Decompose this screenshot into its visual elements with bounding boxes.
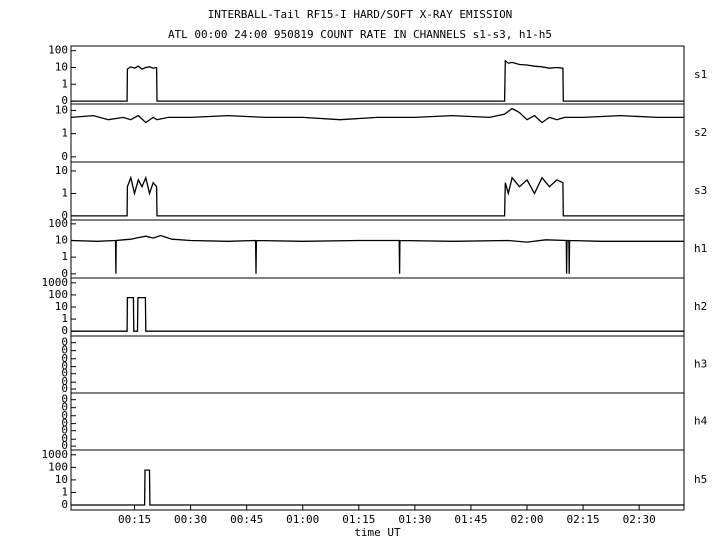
y-tick-label: 1 [61,186,68,199]
y-tick-label: 10 [55,103,68,116]
y-tick-label: 10 [55,60,68,73]
x-tick-label: 02:30 [623,513,656,526]
y-tick-label: 0 [61,324,68,337]
y-tick-label: 0 [61,401,68,414]
y-tick-label: 0 [61,344,68,357]
panel-frame [70,161,685,221]
x-tick-label: 01:00 [286,513,319,526]
data-line [71,469,684,506]
y-tick-label: 0 [61,367,68,380]
panel-label: s2 [694,126,707,139]
panel-frame [70,335,685,394]
x-tick-label: 02:15 [567,513,600,526]
data-line [71,296,684,332]
panel-label: h1 [694,242,707,255]
y-tick-label: 0 [61,352,68,365]
y-tick-label: 10 [55,164,68,177]
panel-frame [70,219,685,279]
y-tick-label: 10 [55,300,68,313]
x-tick-label: 00:45 [230,513,263,526]
chart-title: INTERBALL-Tail RF15-I HARD/SOFT X-RAY EM… [208,8,513,21]
data-line [70,107,684,124]
y-tick-label: 0 [61,498,68,511]
y-tick-label: 1 [61,250,68,263]
data-line [70,234,684,274]
y-tick-label: 10 [55,473,68,486]
y-tick-label: 0 [61,94,68,107]
y-tick-label: 0 [61,150,68,163]
x-tick-label: 01:15 [342,513,375,526]
panel-frame [70,392,685,451]
x-tick-label: 00:15 [118,513,151,526]
data-line [71,59,684,102]
x-tick-label: 00:30 [174,513,207,526]
y-tick-label: 0 [61,417,68,430]
y-tick-label: 0 [61,375,68,388]
y-tick-label: 10 [55,233,68,246]
y-tick-label: 1000 [42,276,69,289]
panel-label: h5 [694,473,707,486]
x-tick-label: 01:45 [454,513,487,526]
y-tick-label: 0 [61,439,68,452]
y-tick-label: 100 [48,44,68,57]
panel-label: s3 [694,184,707,197]
x-tick-label: 01:30 [398,513,431,526]
y-tick-label: 0 [61,209,68,222]
panel-label: h2 [694,300,707,313]
y-tick-label: 1 [61,127,68,140]
y-tick-label: 1 [61,77,68,90]
y-tick-label: 0 [61,267,68,280]
y-tick-label: 0 [61,424,68,437]
panel-label: h4 [694,415,708,428]
panel-frame [70,45,685,105]
chart-subtitle: ATL 00:00 24:00 950819 COUNT RATE IN CHA… [168,28,552,41]
data-line [71,175,684,217]
y-tick-label: 1 [61,485,68,498]
y-tick-label: 0 [61,393,68,406]
panel-label: h3 [694,358,707,371]
y-tick-label: 0 [61,360,68,373]
y-tick-label: 0 [61,336,68,349]
panel-frame [70,103,685,163]
y-tick-label: 100 [48,288,68,301]
x-tick-label: 02:00 [510,513,543,526]
y-tick-label: 0 [61,382,68,395]
y-tick-label: 1000 [42,448,69,461]
panel-frame [70,449,685,511]
y-tick-label: 0 [61,409,68,422]
panel-frame [70,277,685,337]
x-axis-label: time UT [354,526,401,539]
y-tick-label: 0 [61,432,68,445]
y-tick-label: 100 [48,460,68,473]
y-tick-label: 100 [48,217,68,230]
y-tick-label: 1 [61,312,68,325]
panel-label: s1 [694,68,707,81]
